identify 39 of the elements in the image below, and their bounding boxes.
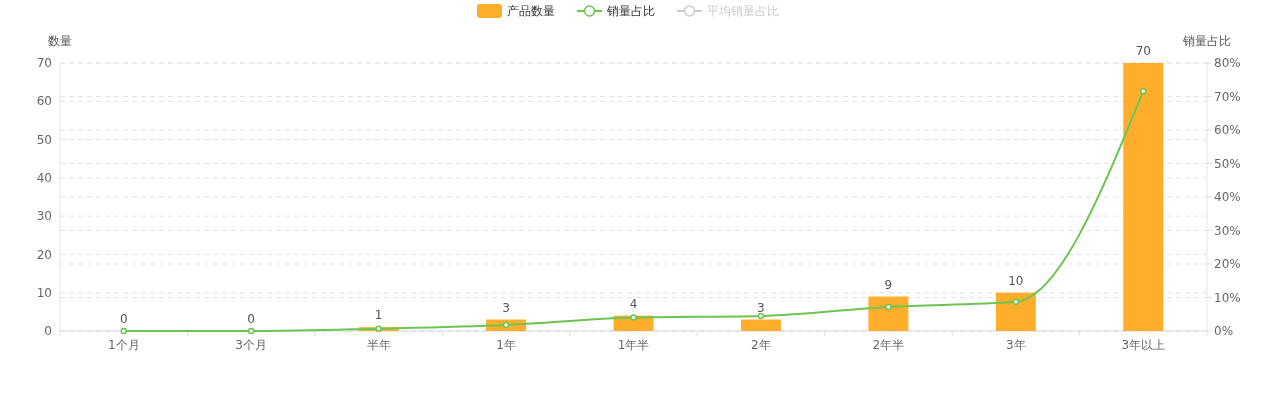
legend-label: 产品数量 [507, 4, 555, 19]
y2-tick-label: 40% [1214, 190, 1241, 205]
y2-tick-label: 10% [1214, 290, 1241, 305]
y-tick-label: 40 [36, 171, 52, 186]
y2-tick-label: 60% [1214, 123, 1241, 138]
y2-axis-title: 销量占比 [1182, 34, 1231, 48]
legend-label: 销量占比 [606, 4, 655, 19]
x-tick-label: 1个月 [107, 338, 140, 352]
data-label: 1 [374, 308, 383, 323]
y-axis-title: 数量 [48, 34, 72, 48]
data-label: 3 [502, 300, 510, 315]
data-label: 70 [1135, 44, 1151, 58]
y2-tick-label: 80% [1214, 56, 1241, 71]
y-tick-label: 10 [36, 285, 52, 300]
x-tick-label: 2年 [751, 338, 771, 352]
y-tick-label: 70 [36, 56, 52, 71]
x-tick-label: 1年半 [617, 338, 650, 352]
y2-tick-label: 50% [1214, 156, 1241, 171]
data-label: 10 [1008, 273, 1024, 288]
x-tick-label: 3年 [1006, 338, 1026, 352]
data-label: 3 [757, 300, 765, 315]
y2-tick-label: 30% [1214, 223, 1241, 238]
x-tick-label: 2年半 [872, 338, 905, 352]
x-tick-label: 3年以上 [1121, 338, 1166, 352]
x-tick-label: 3个月 [235, 338, 267, 352]
y-tick-label: 60 [36, 94, 52, 109]
data-label: 4 [629, 296, 638, 311]
y2-tick-label: 70% [1214, 89, 1241, 104]
y-tick-label: 50 [36, 132, 52, 147]
y2-tick-label: 20% [1214, 257, 1241, 272]
x-tick-label: 1年 [496, 338, 516, 352]
y2-tick-label: 0% [1214, 324, 1234, 339]
data-label: 0 [247, 312, 255, 326]
y-tick-label: 30 [36, 209, 52, 224]
y-tick-label: 20 [36, 247, 52, 262]
y-tick-label: 0 [44, 324, 52, 339]
x-tick-label: 半年 [366, 338, 391, 352]
data-label: 0 [119, 312, 128, 326]
data-label: 9 [884, 277, 893, 292]
